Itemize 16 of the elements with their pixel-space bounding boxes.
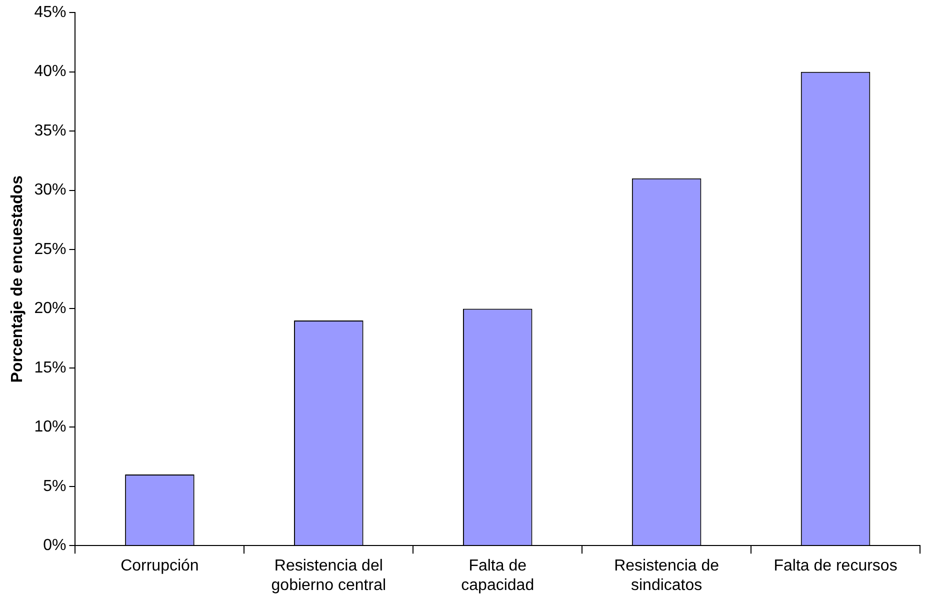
- x-tick-label: Resistencia del gobierno central: [271, 558, 386, 594]
- x-tick-label: Falta de recursos: [774, 558, 898, 575]
- y-tick-label: 35%: [34, 122, 66, 140]
- y-tick-label: 10%: [34, 418, 66, 436]
- y-tick-label: 30%: [34, 182, 66, 199]
- x-tick-label: Falta de capacidad: [461, 558, 534, 594]
- x-tick-label: Corrupción: [120, 558, 199, 575]
- y-tick-label: 5%: [43, 478, 66, 495]
- y-axis-title: Porcentaje de encuestados: [9, 175, 26, 383]
- y-tick-label: 0%: [43, 537, 66, 554]
- x-tick-label: Resistencia de sindicatos: [614, 558, 720, 594]
- y-tick-label: 20%: [34, 300, 66, 318]
- y-tick-label: 25%: [34, 240, 66, 258]
- y-tick-label: 15%: [34, 359, 66, 376]
- y-tick-label: 45%: [34, 4, 66, 22]
- y-tick-label: 40%: [34, 63, 66, 80]
